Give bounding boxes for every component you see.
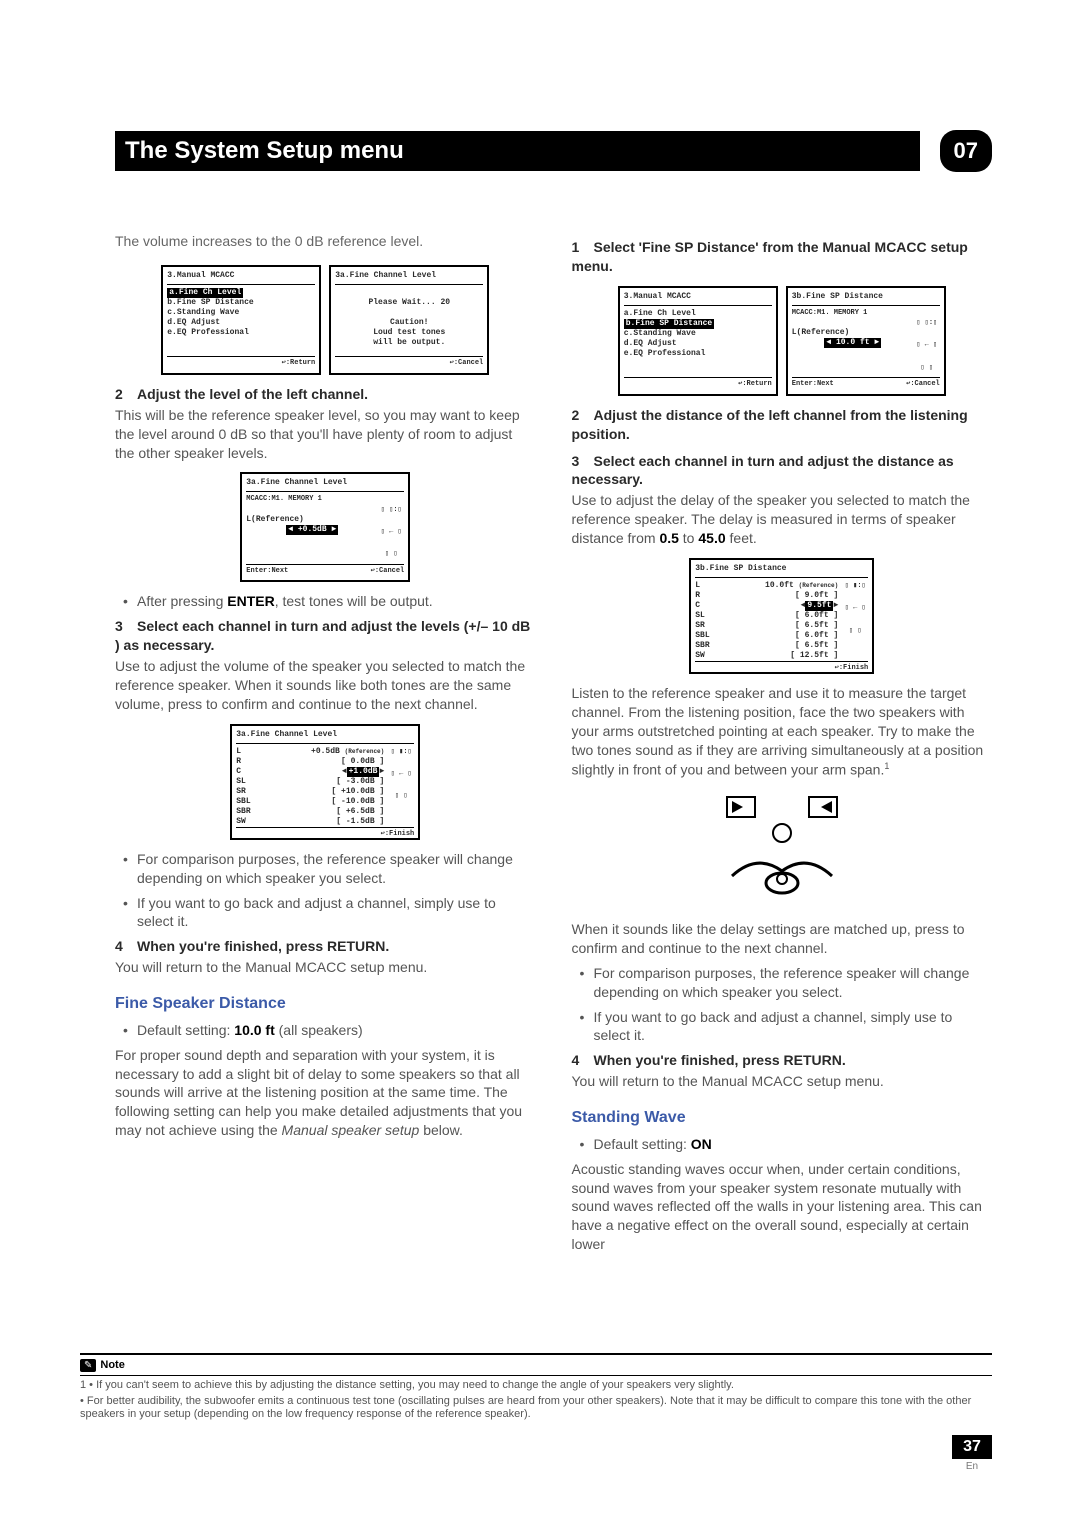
osd-pair-1: 3.Manual MCACC a.Fine Ch Level b.Fine SP… — [115, 265, 536, 375]
bullet-comp-right: For comparison purposes, the reference s… — [572, 964, 993, 1002]
bullet-back-right: If you want to go back and adjust a chan… — [572, 1008, 993, 1046]
right-step1: 1Select 'Fine SP Distance' from the Manu… — [572, 238, 993, 276]
osd-fine-sp-distance-list: 3b.Fine SP Distance LRCSLSRSBLSBRSW 10.0… — [689, 558, 874, 674]
left-step4-body: You will return to the Manual MCACC setu… — [115, 958, 536, 977]
listening-diagram — [572, 791, 993, 906]
right-step3-body: Use to adjust the delay of the speaker y… — [572, 491, 993, 548]
osd-fine-ch-level-wait: 3a.Fine Channel Level Please Wait... 20 … — [329, 265, 489, 375]
osd-fine-ch-level-list: 3a.Fine Channel Level LRCSLSRSBLSBRSW +0… — [230, 724, 420, 840]
bullet-back-left: If you want to go back and adjust a chan… — [115, 894, 536, 932]
left-step3-body: Use to adjust the volume of the speaker … — [115, 657, 536, 714]
fsd-default: Default setting: 10.0 ft (all speakers) — [115, 1021, 536, 1040]
osd-manual-mcacc-2: 3.Manual MCACC a.Fine Ch Level b.Fine SP… — [618, 286, 778, 396]
section-standing-wave: Standing Wave — [572, 1107, 993, 1129]
sw-default: Default setting: ON — [572, 1135, 993, 1154]
listen-body: Listen to the reference speaker and use … — [572, 684, 993, 779]
footnote-section: ✎Note 1 • If you can't seem to achieve t… — [80, 1349, 992, 1422]
fsd-body: For proper sound depth and separation wi… — [115, 1046, 536, 1140]
section-fine-speaker-distance: Fine Speaker Distance — [115, 993, 536, 1015]
footnote-2: • For better audibility, the subwoofer e… — [80, 1395, 992, 1423]
matched-body: When it sounds like the delay settings a… — [572, 920, 993, 958]
osd-manual-mcacc: 3.Manual MCACC a.Fine Ch Level b.Fine SP… — [161, 265, 321, 375]
chapter-header: The System Setup menu 07 — [115, 130, 992, 172]
sw-body: Acoustic standing waves occur when, unde… — [572, 1160, 993, 1254]
left-step3: 3Select each channel in turn and adjust … — [115, 617, 536, 655]
left-column: The volume increases to the 0 dB referen… — [115, 232, 536, 1254]
lead-text: The volume increases to the 0 dB referen… — [115, 232, 536, 251]
right-step4-body: You will return to the Manual MCACC setu… — [572, 1072, 993, 1091]
left-step2-body: This will be the reference speaker level… — [115, 406, 536, 463]
left-step2: 2Adjust the level of the left channel. — [115, 385, 536, 404]
note-icon: ✎ — [80, 1359, 96, 1372]
page-number: 37 En — [952, 1435, 992, 1472]
right-step2: 2Adjust the distance of the left channel… — [572, 406, 993, 444]
content-columns: The volume increases to the 0 dB referen… — [115, 232, 992, 1254]
right-column: 1Select 'Fine SP Distance' from the Manu… — [572, 232, 993, 1254]
bullet-comp-left: For comparison purposes, the reference s… — [115, 850, 536, 888]
osd-fine-ch-level-ref: 3a.Fine Channel Level MCACC:M1. MEMORY 1… — [240, 472, 410, 582]
right-step4: 4When you're finished, press RETURN. — [572, 1051, 993, 1070]
osd-pair-2: 3.Manual MCACC a.Fine Ch Level b.Fine SP… — [572, 286, 993, 396]
chapter-title: The System Setup menu — [115, 131, 920, 171]
chapter-number: 07 — [940, 130, 992, 172]
right-step3: 3Select each channel in turn and adjust … — [572, 452, 993, 490]
osd-fine-sp-distance-ref: 3b.Fine SP Distance MCACC:M1. MEMORY 1 L… — [786, 286, 946, 396]
bullet-enter: After pressing ENTER, test tones will be… — [115, 592, 536, 611]
footnote-1: 1 • If you can't seem to achieve this by… — [80, 1379, 992, 1393]
left-step4: 4When you're finished, press RETURN. — [115, 937, 536, 956]
